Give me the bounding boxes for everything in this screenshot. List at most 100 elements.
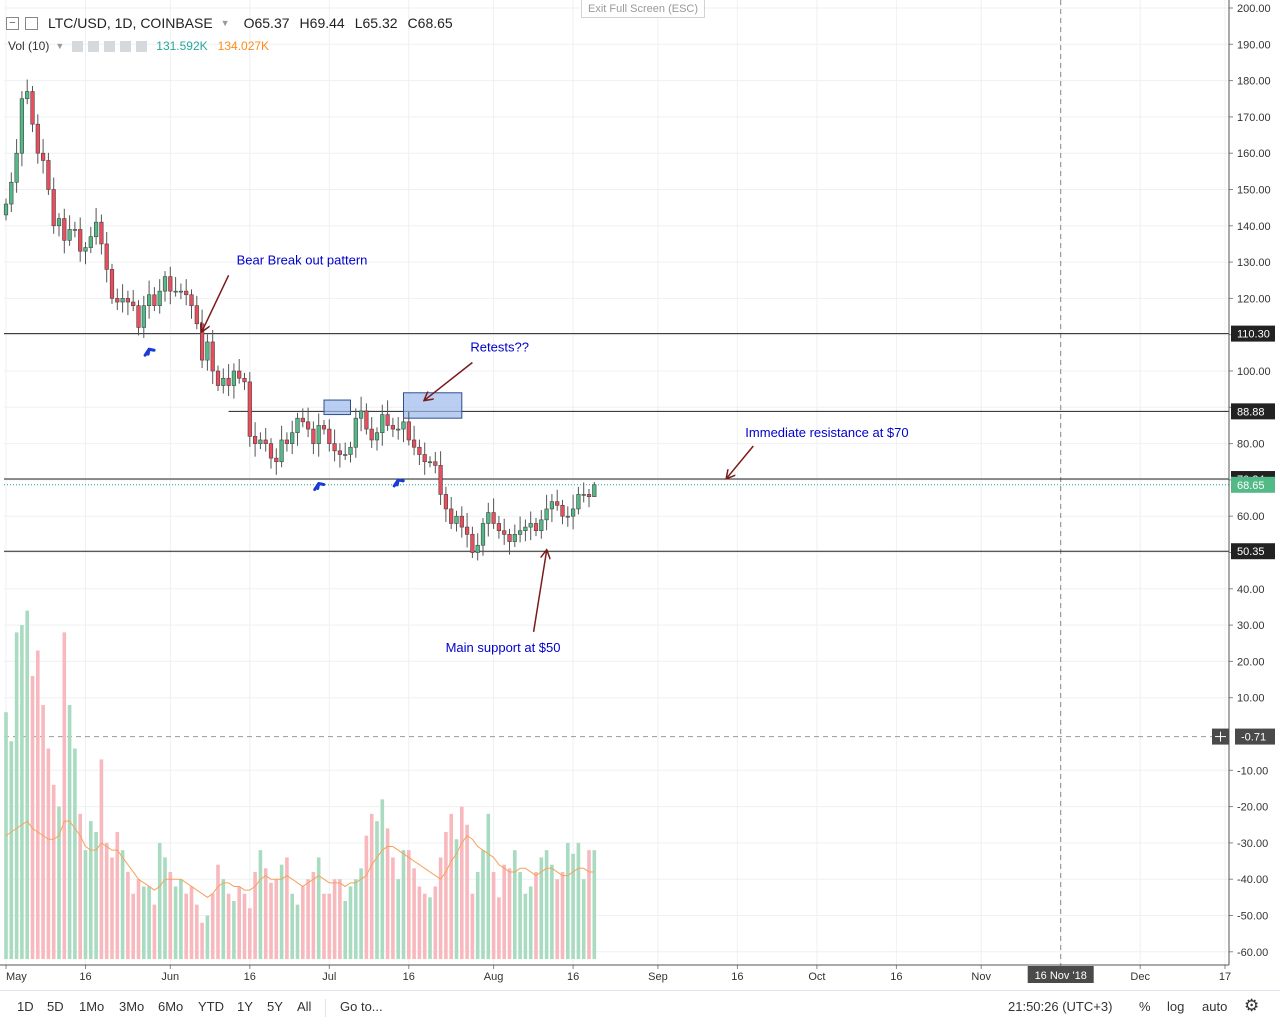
candle-body xyxy=(438,465,443,495)
candle-body xyxy=(205,341,210,361)
candle xyxy=(581,482,586,503)
volume-bar xyxy=(475,871,480,960)
candle xyxy=(226,364,231,397)
candle xyxy=(295,412,300,446)
time-tick-label: Sep xyxy=(648,971,668,983)
candle-body xyxy=(433,461,438,466)
range-all-button[interactable]: All xyxy=(297,999,312,1014)
volume-bar xyxy=(221,879,226,960)
volume-bar xyxy=(269,882,273,960)
exit-fullscreen-button[interactable]: Exit Full Screen (ESC) xyxy=(581,0,705,18)
volume-bar xyxy=(237,886,241,960)
candle-body xyxy=(72,229,77,231)
crosshair-plus-icon xyxy=(1212,728,1229,745)
volume-bar xyxy=(67,704,72,960)
gear-icon[interactable]: ⚙ xyxy=(1244,996,1260,1015)
volume-bar xyxy=(422,893,427,960)
open-label: O xyxy=(243,15,255,31)
volume-bar xyxy=(380,799,385,960)
percent-toggle[interactable]: % xyxy=(1139,999,1151,1014)
level-label: 88.88 xyxy=(1231,403,1275,420)
candle xyxy=(168,266,173,305)
price-tick-label: -40.00 xyxy=(1237,874,1268,886)
range-1y-button[interactable]: 1Y xyxy=(237,999,253,1014)
candle-body xyxy=(343,454,348,456)
eye-icon[interactable] xyxy=(72,40,84,52)
candle-body xyxy=(141,305,146,328)
candle xyxy=(480,518,486,556)
candle-body xyxy=(120,298,125,303)
range-1d-button[interactable]: 1D xyxy=(17,999,34,1014)
level-label-bg xyxy=(1231,403,1275,420)
price-tick-label: -60.00 xyxy=(1237,947,1268,959)
symbol-title[interactable]: LTC/USD, 1D, COINBASE xyxy=(48,15,213,31)
volume-bar xyxy=(587,850,591,960)
price-tick-label: 10.00 xyxy=(1237,693,1265,705)
candle xyxy=(438,451,443,505)
plus-icon[interactable] xyxy=(120,40,132,52)
candle-body xyxy=(512,534,517,542)
candle xyxy=(549,494,554,523)
candle xyxy=(9,172,14,213)
square-icon[interactable] xyxy=(25,16,38,30)
bounce-arrow-icon xyxy=(313,482,326,492)
goto-button[interactable]: Go to... xyxy=(340,999,383,1014)
settings-icon[interactable] xyxy=(88,40,100,52)
candle-body xyxy=(46,160,51,190)
candle xyxy=(104,231,109,283)
range-ytd-button[interactable]: YTD xyxy=(198,999,224,1014)
price-axis: 200.00 190.00 180.00 170.00 160.00 150.00 140.… xyxy=(1212,0,1275,965)
time-tick-label: 16 xyxy=(403,971,415,983)
auto-toggle[interactable]: auto xyxy=(1202,999,1228,1014)
candle xyxy=(83,242,88,265)
candle xyxy=(507,528,512,555)
chevron-down-icon[interactable]: ▼ xyxy=(55,41,65,51)
volume-bar xyxy=(338,879,342,960)
candle-body xyxy=(332,443,337,452)
candle-body xyxy=(581,494,586,496)
range-6mo-button[interactable]: 6Mo xyxy=(158,999,184,1014)
candle-body xyxy=(131,301,136,306)
candle-body xyxy=(237,370,242,379)
candle xyxy=(486,502,491,537)
gear-icon[interactable] xyxy=(104,40,116,52)
volume-ma-line xyxy=(5,820,595,898)
candle xyxy=(592,481,597,498)
volume-bar xyxy=(316,857,321,960)
candle-body xyxy=(406,421,411,441)
last-price-label: 68.65 xyxy=(1231,476,1275,493)
volume-bar xyxy=(322,893,326,960)
candle xyxy=(46,152,51,195)
range-1mo-button[interactable]: 1Mo xyxy=(79,999,105,1014)
candle-body xyxy=(62,218,67,241)
highlight-box xyxy=(403,392,463,419)
chevron-down-icon[interactable]: ▼ xyxy=(220,18,230,28)
candle-body xyxy=(390,425,396,430)
chart-canvas[interactable]: Bear Break out pattern Retests?? Immediate… xyxy=(0,0,1280,990)
candle xyxy=(422,442,427,475)
log-toggle[interactable]: log xyxy=(1167,999,1185,1014)
candle xyxy=(290,420,295,455)
candle-body xyxy=(470,534,475,553)
minus-square-icon[interactable]: − xyxy=(6,16,19,30)
crosshair-price-bg xyxy=(1235,728,1275,745)
high-number: 69.44 xyxy=(309,15,345,31)
volume-bar xyxy=(327,893,332,960)
candle xyxy=(449,496,454,529)
range-3mo-button[interactable]: 3Mo xyxy=(119,999,145,1014)
volume-bar xyxy=(401,850,406,960)
volume-label[interactable]: Vol (10) xyxy=(8,39,50,53)
volume-pane xyxy=(4,610,597,960)
range-5d-button[interactable]: 5D xyxy=(47,999,64,1014)
candle-body xyxy=(311,428,316,444)
candle xyxy=(109,263,115,304)
volume-bar xyxy=(279,864,284,960)
range-5y-button[interactable]: 5Y xyxy=(267,999,283,1014)
volume-bar xyxy=(258,850,263,960)
price-tick-label: 120.00 xyxy=(1237,293,1271,305)
candle-body xyxy=(396,428,401,431)
volume-bar xyxy=(576,842,581,960)
volume-bar xyxy=(460,806,464,960)
close-icon[interactable] xyxy=(136,40,148,52)
candle xyxy=(555,489,560,511)
